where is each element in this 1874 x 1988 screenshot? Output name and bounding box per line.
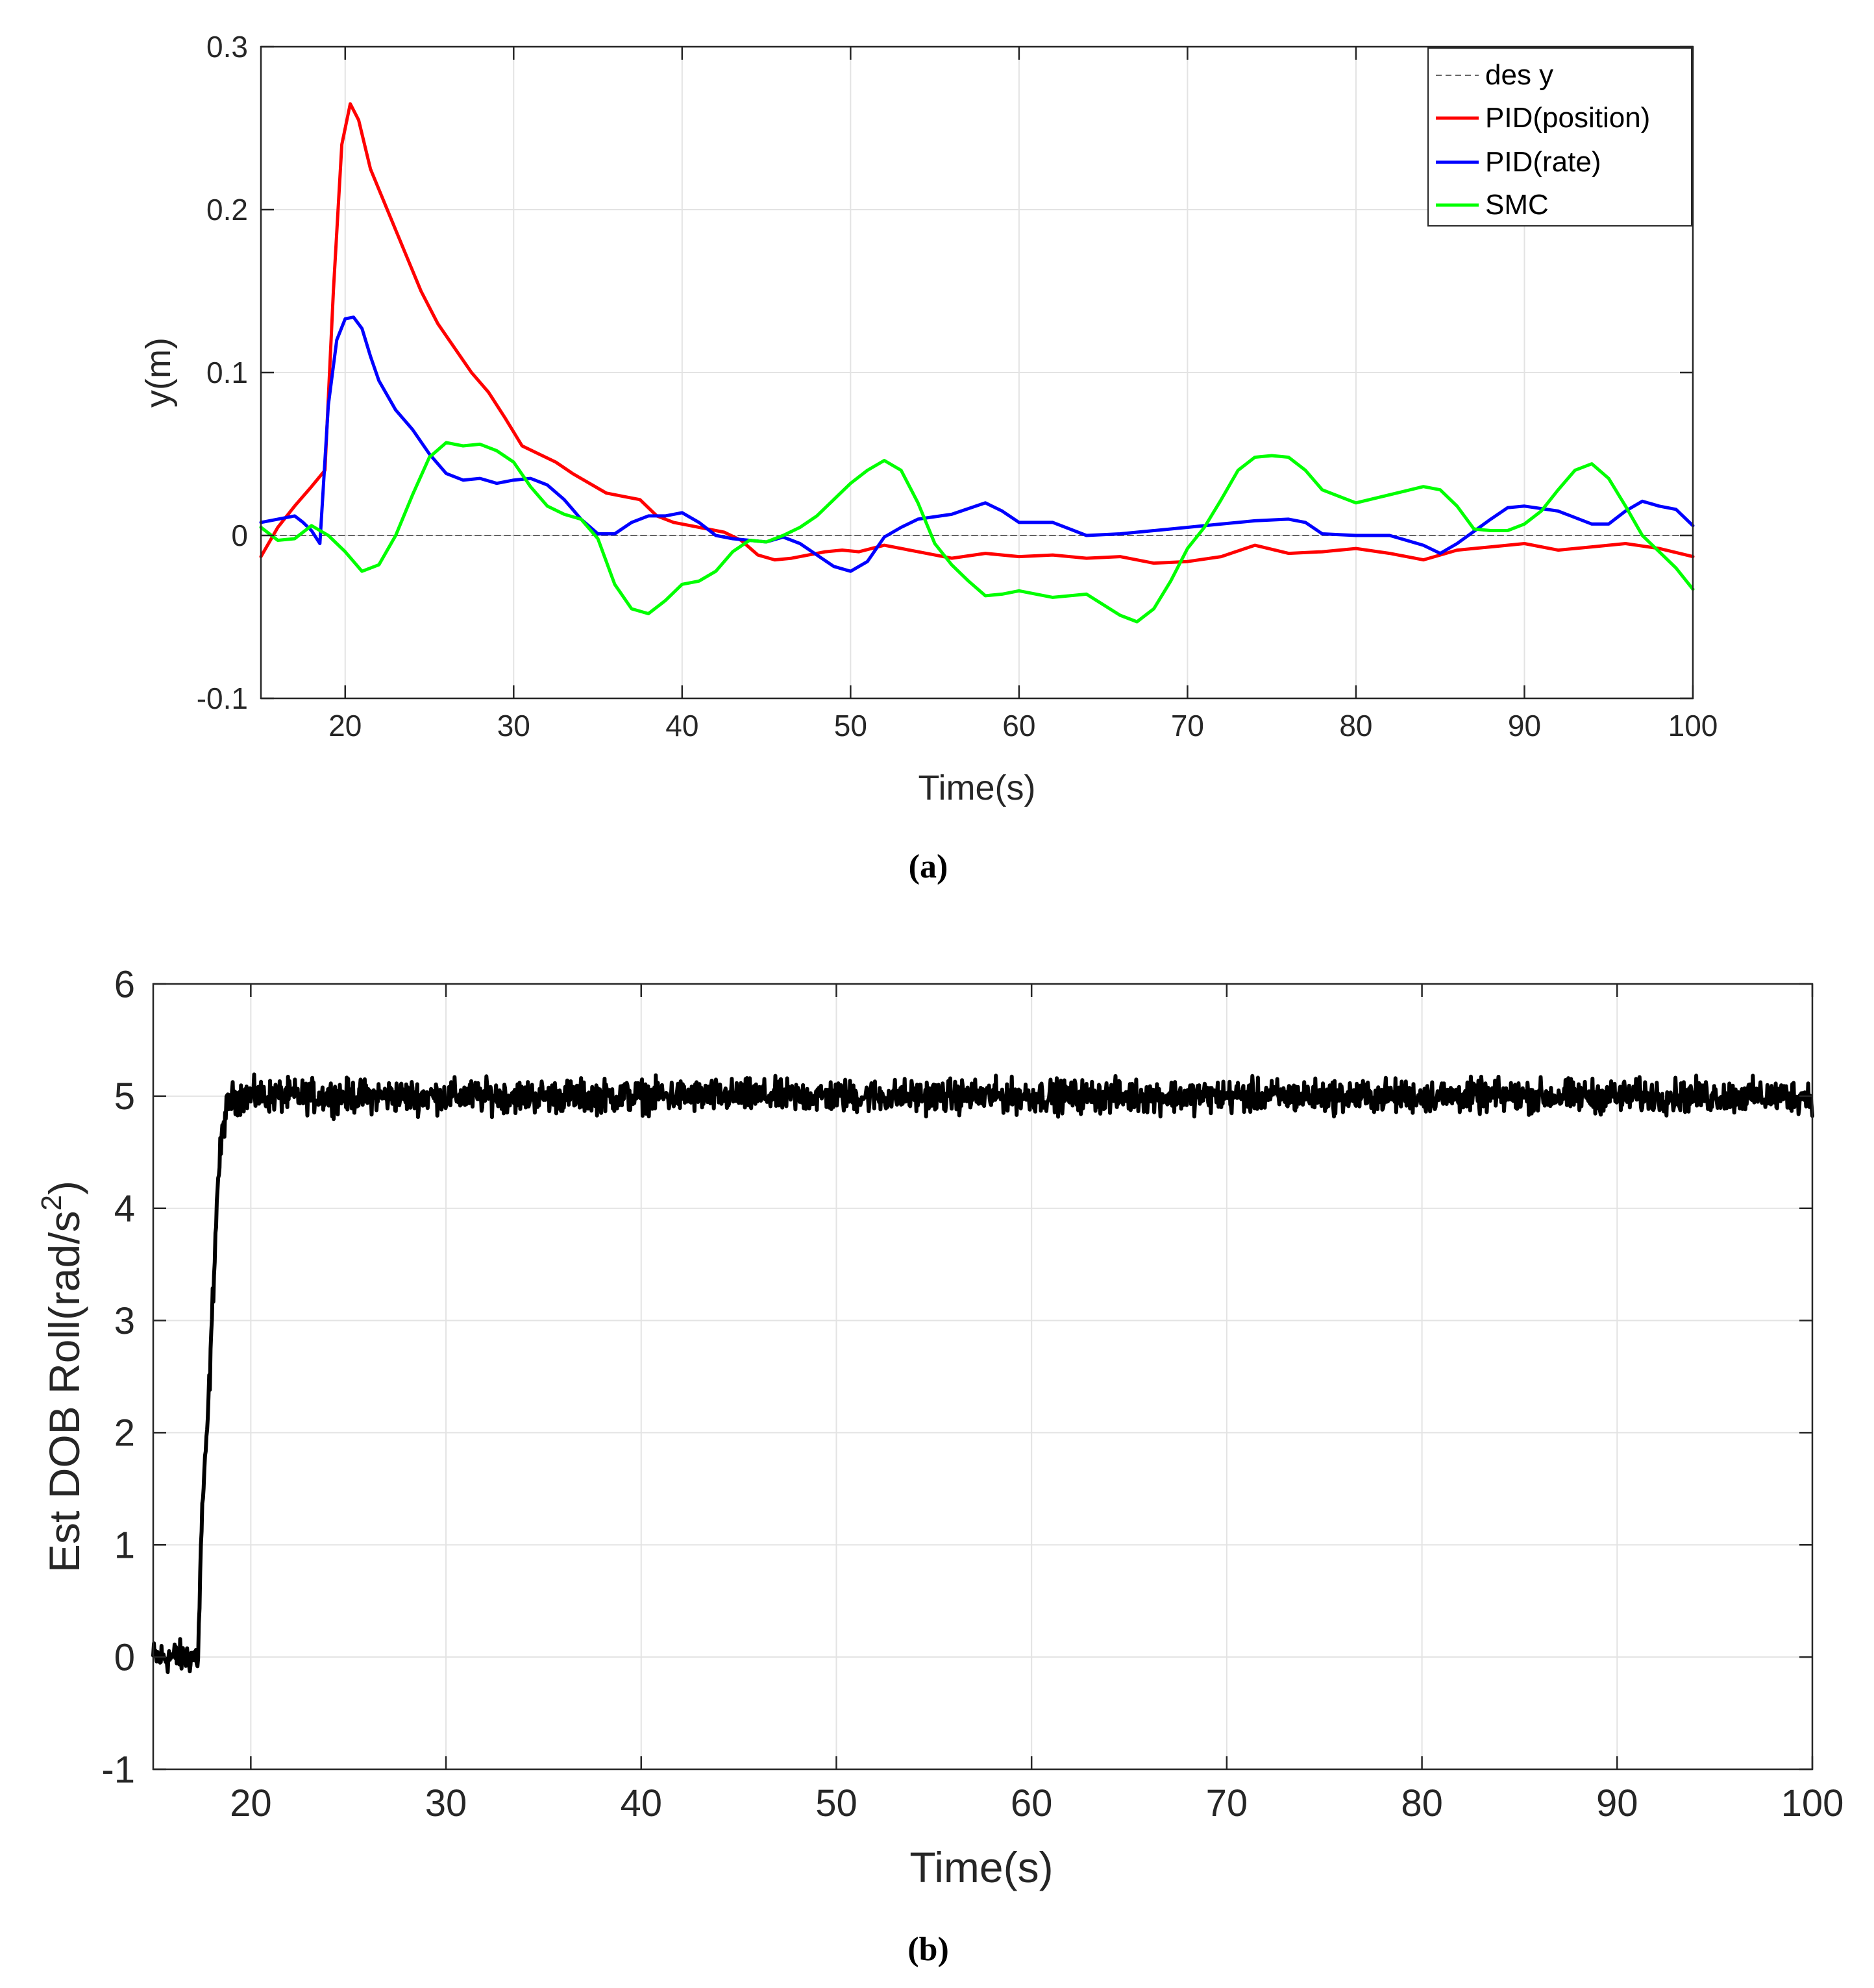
y-tick-label: -1 [101, 1749, 135, 1791]
panel-b-y-axis-label: Est DOB Roll(rad/s2) [36, 1181, 88, 1573]
series-line-pid-rate [259, 315, 1695, 573]
x-tick-label: 100 [1668, 709, 1718, 742]
legend-entry-pid-rate: PID(rate) [1436, 146, 1601, 178]
x-tick-label: 40 [665, 709, 698, 742]
y-tick-label: 6 [114, 963, 135, 1005]
legend-entry-smc: SMC [1436, 189, 1549, 221]
x-tick-label: 90 [1508, 709, 1541, 742]
x-tick-label: 60 [1002, 709, 1035, 742]
series-line-smc [259, 441, 1695, 624]
legend-entry-pid-position: PID(position) [1436, 102, 1650, 134]
y-tick-label: 0.3 [206, 30, 248, 64]
panel-a-x-axis-label: Time(s) [919, 768, 1036, 807]
x-tick-label: 90 [1596, 1782, 1638, 1824]
panel-b-plot-area [153, 984, 1812, 1769]
panel-a-series [259, 102, 1695, 624]
y-tick-label: 2 [114, 1412, 135, 1454]
x-tick-label: 30 [497, 709, 530, 742]
x-tick-label: 70 [1171, 709, 1204, 742]
y-tick-label: 1 [114, 1525, 135, 1567]
panel-b-series [151, 1072, 1814, 1675]
x-tick-label: 50 [834, 709, 867, 742]
y-tick-label: 0 [231, 519, 248, 552]
x-tick-label: 40 [621, 1782, 663, 1824]
panel-b-ticks [153, 983, 1814, 1771]
x-tick-label: 70 [1206, 1782, 1248, 1824]
y-tick-label: 4 [114, 1188, 135, 1230]
legend-label-pid-rate: PID(rate) [1485, 146, 1601, 178]
x-tick-label: 80 [1339, 709, 1372, 742]
panel-a-y-axis-label: y(m) [139, 337, 178, 408]
x-tick-label: 100 [1781, 1782, 1844, 1824]
x-tick-label: 30 [425, 1782, 467, 1824]
panel-a-legend: des y PID(position) PID(rate) SMC [1427, 47, 1692, 227]
legend-entry-des-y: des y [1436, 59, 1553, 91]
legend-label-pid-position: PID(position) [1485, 102, 1650, 134]
panel-b: 20 30 40 50 60 70 80 90 100 -1 0 1 2 3 4 5 6 Time(s) Es… [36, 963, 1843, 1968]
panel-a-x-tick-labels: 20 30 40 50 60 70 80 90 100 [328, 709, 1718, 742]
panel-b-y-tick-labels: -1 0 1 2 3 4 5 6 [101, 963, 135, 1791]
y-tick-label: -0.1 [197, 681, 248, 715]
y-tick-label: 3 [114, 1300, 135, 1342]
y-tick-label: 0.1 [206, 356, 248, 389]
x-tick-label: 50 [815, 1782, 857, 1824]
panel-b-x-tick-labels: 20 30 40 50 60 70 80 90 100 [230, 1782, 1843, 1824]
panel-b-caption: (b) [907, 1931, 949, 1968]
panel-a: 20 30 40 50 60 70 80 90 100 -0.1 0 0.1 0.2 0.3 Time(… [139, 30, 1718, 885]
x-tick-label: 20 [230, 1782, 272, 1824]
panel-b-axes-box [152, 983, 1814, 1771]
series-line-est-dob-roll [151, 1072, 1814, 1675]
panel-a-legend-box [1427, 47, 1692, 227]
series-line-pid-position [259, 102, 1695, 565]
panel-b-y-axis-label-superscript: 2 [36, 1195, 68, 1210]
panel-a-caption: (a) [909, 848, 948, 885]
panel-b-y-axis-label-main: Est DOB Roll(rad/s [40, 1211, 88, 1573]
legend-label-smc: SMC [1485, 189, 1549, 221]
panel-a-y-tick-labels: -0.1 0 0.1 0.2 0.3 [197, 30, 248, 715]
panel-b-x-axis-label: Time(s) [909, 1843, 1053, 1891]
legend-label-des-y: des y [1485, 59, 1553, 91]
x-tick-label: 20 [328, 709, 362, 742]
x-tick-label: 60 [1011, 1782, 1053, 1824]
y-tick-label: 0 [114, 1636, 135, 1678]
y-tick-label: 5 [114, 1075, 135, 1118]
x-tick-label: 80 [1401, 1782, 1443, 1824]
y-tick-label: 0.2 [206, 193, 248, 227]
panel-b-y-axis-label-suffix: ) [40, 1181, 88, 1195]
